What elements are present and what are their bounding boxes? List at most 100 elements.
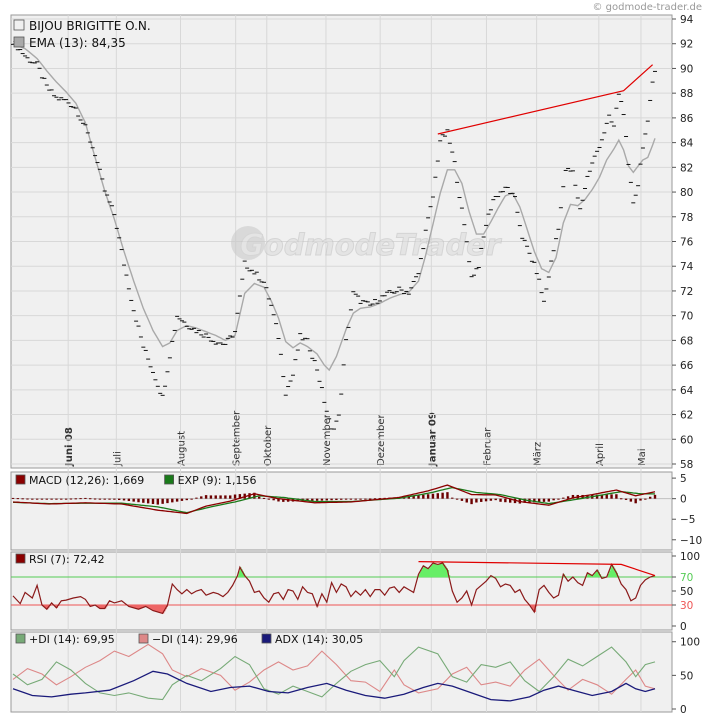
macd-histogram-bar bbox=[215, 495, 217, 498]
dmi-legend-label: −DI (14): 29,96 bbox=[152, 633, 238, 646]
x-tick-label: September bbox=[232, 410, 243, 466]
macd-histogram-bar bbox=[330, 499, 332, 501]
macd-histogram-bar bbox=[186, 499, 188, 500]
macd-histogram-bar bbox=[649, 497, 651, 499]
macd-histogram-bar bbox=[422, 495, 424, 499]
price-y-tick-label: 82 bbox=[680, 162, 693, 174]
macd-histogram-bar bbox=[335, 499, 337, 500]
rsi-y-tick-label: 30 bbox=[680, 600, 693, 612]
macd-histogram-bar bbox=[475, 499, 477, 503]
macd-histogram-bar bbox=[567, 496, 569, 498]
dmi-legend-label: +DI (14): 69,95 bbox=[29, 633, 115, 646]
macd-histogram-bar bbox=[355, 499, 357, 500]
macd-histogram-bar bbox=[113, 499, 115, 500]
macd-histogram-bar bbox=[171, 499, 173, 503]
rsi-y-tick-label: 70 bbox=[680, 572, 693, 584]
price-y-tick-label: 90 bbox=[680, 63, 693, 75]
macd-histogram-bar bbox=[31, 499, 33, 500]
dmi-y-tick-label: 100 bbox=[680, 637, 700, 649]
macd-histogram-bar bbox=[99, 499, 101, 500]
macd-histogram-bar bbox=[50, 499, 52, 500]
x-tick-label: März bbox=[533, 442, 544, 466]
macd-histogram-bar bbox=[610, 494, 612, 498]
macd-legend-label: EXP (9): 1,156 bbox=[178, 474, 257, 487]
macd-y-tick-label: 5 bbox=[680, 473, 687, 485]
macd-histogram-bar bbox=[210, 495, 212, 498]
price-y-tick-label: 62 bbox=[680, 410, 693, 422]
macd-histogram-bar bbox=[142, 499, 144, 503]
macd-histogram-bar bbox=[548, 499, 550, 502]
macd-histogram-bar bbox=[326, 499, 328, 501]
macd-histogram-bar bbox=[480, 499, 482, 502]
macd-histogram-bar bbox=[630, 499, 632, 502]
macd-histogram-bar bbox=[272, 499, 274, 501]
macd-histogram-bar bbox=[147, 499, 149, 504]
macd-histogram-bar bbox=[263, 498, 265, 499]
rsi-legend-swatch bbox=[16, 554, 25, 563]
rsi-legend-label: RSI (7): 72,42 bbox=[29, 553, 105, 566]
price-y-tick-label: 80 bbox=[680, 187, 693, 199]
price-y-tick-label: 84 bbox=[680, 138, 694, 150]
price-y-tick-label: 74 bbox=[680, 261, 694, 273]
macd-histogram-bar bbox=[89, 498, 91, 499]
macd-histogram-bar bbox=[441, 493, 443, 499]
macd-histogram-bar bbox=[451, 498, 453, 499]
macd-histogram-bar bbox=[437, 493, 439, 498]
macd-histogram-bar bbox=[466, 499, 468, 503]
macd-histogram-bar bbox=[321, 499, 323, 501]
macd-y-tick-label: −5 bbox=[680, 514, 695, 526]
macd-histogram-bar bbox=[340, 499, 342, 500]
macd-histogram-bar bbox=[229, 495, 231, 498]
macd-histogram-bar bbox=[470, 499, 472, 504]
price-y-tick-label: 58 bbox=[680, 459, 693, 471]
macd-histogram-bar bbox=[152, 499, 154, 504]
dmi-y-tick-label: 0 bbox=[680, 704, 687, 716]
rsi-y-tick-label: 0 bbox=[680, 621, 687, 633]
macd-histogram-bar bbox=[224, 495, 226, 498]
price-y-tick-label: 68 bbox=[680, 335, 693, 347]
macd-histogram-bar bbox=[118, 499, 120, 500]
price-y-tick-label: 72 bbox=[680, 286, 693, 298]
macd-histogram-bar bbox=[644, 499, 646, 500]
copyright-watermark: © godmode-trader.de bbox=[593, 2, 703, 13]
macd-histogram-bar bbox=[350, 499, 352, 500]
macd-histogram-bar bbox=[190, 499, 192, 500]
macd-histogram-bar bbox=[557, 499, 559, 500]
price-y-tick-label: 76 bbox=[680, 237, 694, 249]
macd-histogram-bar bbox=[499, 499, 501, 502]
macd-histogram-bar bbox=[504, 499, 506, 503]
macd-histogram-bar bbox=[639, 499, 641, 501]
price-legend-label: EMA (13): 84,35 bbox=[29, 36, 126, 50]
macd-histogram-bar bbox=[195, 498, 197, 499]
macd-histogram-bar bbox=[21, 498, 23, 499]
macd-histogram-bar bbox=[432, 494, 434, 499]
macd-histogram-bar bbox=[446, 492, 448, 499]
macd-histogram-bar bbox=[17, 498, 19, 499]
macd-histogram-bar bbox=[41, 499, 43, 500]
macd-histogram-bar bbox=[36, 499, 38, 500]
x-tick-label: Mai bbox=[637, 448, 648, 466]
macd-histogram-bar bbox=[84, 498, 86, 499]
macd-histogram-bar bbox=[176, 499, 178, 502]
macd-histogram-bar bbox=[427, 494, 429, 498]
macd-histogram-bar bbox=[543, 499, 545, 502]
dmi-y-tick-label: 50 bbox=[680, 670, 693, 682]
macd-legend-swatch bbox=[165, 475, 174, 484]
macd-histogram-bar bbox=[94, 499, 96, 500]
x-tick-label: Juli bbox=[112, 451, 123, 467]
x-tick-label: August bbox=[177, 431, 188, 466]
dmi-legend-swatch bbox=[139, 634, 148, 643]
macd-histogram-bar bbox=[552, 499, 554, 501]
macd-histogram-bar bbox=[132, 499, 134, 502]
macd-histogram-bar bbox=[258, 497, 260, 499]
price-y-tick-label: 66 bbox=[680, 360, 694, 372]
macd-histogram-bar bbox=[456, 499, 458, 500]
macd-histogram-bar bbox=[123, 499, 125, 501]
macd-histogram-bar bbox=[654, 495, 656, 499]
macd-histogram-bar bbox=[128, 499, 130, 501]
macd-histogram-bar bbox=[181, 499, 183, 501]
macd-histogram-bar bbox=[26, 499, 28, 500]
price-y-tick-label: 64 bbox=[680, 385, 694, 397]
